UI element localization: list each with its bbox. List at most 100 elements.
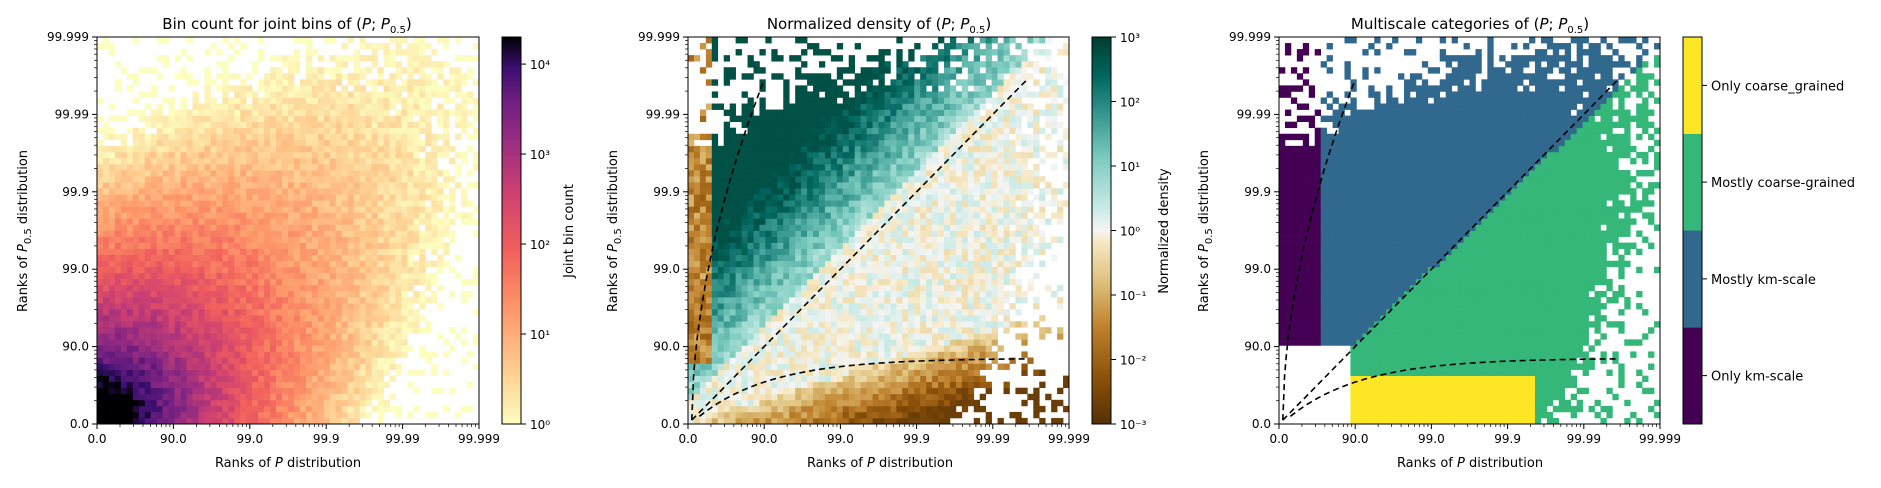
heatmap-cell xyxy=(461,194,467,200)
heatmap-cell xyxy=(819,104,825,110)
heatmap-cell xyxy=(765,116,771,122)
heatmap-cell xyxy=(193,200,199,206)
heatmap-cell xyxy=(449,158,455,164)
heatmap-cell xyxy=(234,388,240,394)
heatmap-cell xyxy=(360,303,366,309)
heatmap-cell xyxy=(145,170,151,176)
heatmap-cell xyxy=(300,333,306,339)
heatmap-cell xyxy=(831,285,837,291)
heatmap-cell xyxy=(372,364,378,370)
heatmap-cell xyxy=(765,140,771,146)
heatmap-cell xyxy=(288,152,294,158)
heatmap-cell xyxy=(127,158,133,164)
heatmap-cell xyxy=(187,412,193,418)
heatmap-cell xyxy=(252,394,258,400)
heatmap-cell xyxy=(169,237,175,243)
heatmap-cell xyxy=(216,231,222,237)
heatmap-cell xyxy=(455,67,461,73)
heatmap-cell xyxy=(294,85,300,91)
heatmap-cell xyxy=(228,412,234,418)
heatmap-cell xyxy=(246,231,252,237)
heatmap-cell xyxy=(163,279,169,285)
heatmap-cell xyxy=(378,67,384,73)
heatmap-cell xyxy=(324,370,330,376)
heatmap-cell xyxy=(443,243,449,249)
heatmap-cell xyxy=(222,140,228,146)
heatmap-cell xyxy=(753,279,759,285)
heatmap-cell xyxy=(771,357,777,363)
heatmap-cell xyxy=(467,134,473,140)
heatmap-cell xyxy=(748,333,754,339)
heatmap-cell xyxy=(360,170,366,176)
heatmap-cell xyxy=(342,104,348,110)
heatmap-cell xyxy=(300,382,306,388)
heatmap-cell xyxy=(330,351,336,357)
heatmap-cell xyxy=(264,170,270,176)
heatmap-cell xyxy=(771,285,777,291)
heatmap-cell xyxy=(801,406,807,412)
heatmap-cell xyxy=(807,279,813,285)
heatmap-cell xyxy=(724,152,730,158)
heatmap-cell xyxy=(240,152,246,158)
heatmap-cell xyxy=(378,376,384,382)
heatmap-cell xyxy=(348,200,354,206)
heatmap-cell xyxy=(825,110,831,116)
heatmap-cell xyxy=(169,164,175,170)
heatmap-cell xyxy=(187,182,193,188)
heatmap-cell xyxy=(282,345,288,351)
heatmap-cell xyxy=(831,376,837,382)
heatmap-cell xyxy=(706,170,712,176)
heatmap-cell xyxy=(467,97,473,103)
heatmap-cell xyxy=(187,261,193,267)
heatmap-cell xyxy=(694,212,700,218)
heatmap-cell xyxy=(127,327,133,333)
heatmap-cell xyxy=(473,55,479,61)
heatmap-cell xyxy=(819,164,825,170)
x-tick-label: 90.0 xyxy=(160,432,187,446)
heatmap-cell xyxy=(425,134,431,140)
heatmap-cell xyxy=(300,406,306,412)
heatmap-cell xyxy=(258,134,264,140)
heatmap-cell xyxy=(771,418,777,424)
heatmap-cell xyxy=(342,176,348,182)
heatmap-cell xyxy=(771,152,777,158)
heatmap-cell xyxy=(837,55,843,61)
heatmap-cell xyxy=(342,218,348,224)
heatmap-cell xyxy=(819,79,825,85)
heatmap-cell xyxy=(425,224,431,230)
heatmap-cell xyxy=(771,255,777,261)
heatmap-cell xyxy=(378,104,384,110)
heatmap-cell xyxy=(204,376,210,382)
heatmap-cell xyxy=(407,110,413,116)
heatmap-cell xyxy=(443,218,449,224)
heatmap-cell xyxy=(145,67,151,73)
heatmap-cell xyxy=(473,152,479,158)
heatmap-cell xyxy=(187,321,193,327)
heatmap-cell xyxy=(198,333,204,339)
heatmap-cell xyxy=(115,370,121,376)
heatmap-cell xyxy=(771,110,777,116)
heatmap-cell xyxy=(175,400,181,406)
heatmap-cell xyxy=(330,116,336,122)
heatmap-cell xyxy=(736,321,742,327)
heatmap-cell xyxy=(193,231,199,237)
heatmap-cell xyxy=(413,79,419,85)
heatmap-cell xyxy=(270,79,276,85)
heatmap-cell xyxy=(425,231,431,237)
heatmap-cell xyxy=(395,194,401,200)
heatmap-cell xyxy=(401,321,407,327)
heatmap-cell xyxy=(276,297,282,303)
heatmap-cell xyxy=(849,327,855,333)
heatmap-cell xyxy=(354,394,360,400)
heatmap-cell xyxy=(777,412,783,418)
heatmap-cell xyxy=(688,279,694,285)
heatmap-cell xyxy=(139,376,145,382)
heatmap-cell xyxy=(413,327,419,333)
heatmap-cell xyxy=(843,297,849,303)
heatmap-cell xyxy=(175,73,181,79)
heatmap-cell xyxy=(210,176,216,182)
heatmap-cell xyxy=(121,327,127,333)
heatmap-cell xyxy=(712,297,718,303)
heatmap-cell xyxy=(413,388,419,394)
